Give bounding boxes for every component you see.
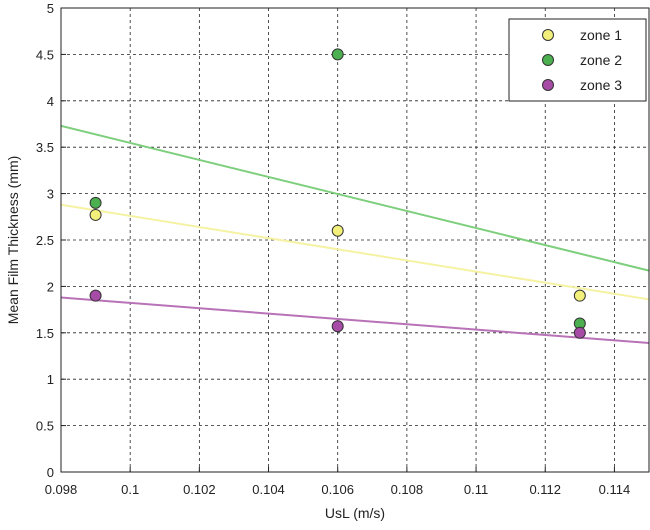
y-tick-label: 0.5: [36, 419, 54, 434]
y-axis-label: Mean Film Thickness (mm): [5, 156, 21, 325]
y-tick-label: 3.5: [36, 140, 54, 155]
legend-marker: [542, 79, 554, 91]
y-tick-label: 2.5: [36, 233, 54, 248]
data-point-zone-2: [89, 196, 102, 209]
legend-marker: [542, 29, 554, 41]
data-points: [89, 48, 586, 339]
data-point-zone-2: [331, 48, 344, 61]
y-tick-label: 4: [47, 94, 54, 109]
legend-box: [508, 18, 647, 102]
data-point-zone-1: [89, 208, 102, 221]
x-tick-label: 0.112: [529, 482, 561, 497]
x-tick-label: 0.098: [45, 482, 78, 497]
legend-marker: [542, 54, 554, 66]
x-tick-label: 0.104: [252, 482, 285, 497]
legend-label: zone 1: [580, 27, 622, 43]
x-tick-label: 0.106: [321, 482, 354, 497]
x-tick-label: 0.11: [464, 482, 488, 497]
y-tick-label: 2: [47, 279, 54, 294]
data-point-zone-3: [89, 289, 102, 302]
data-point-zone-1: [331, 224, 344, 237]
y-tick-label: 0: [47, 465, 54, 480]
trend-lines: [60, 124, 650, 345]
legend: zone 1 zone 2 zone 3: [508, 18, 647, 102]
x-tick-label: 0.114: [599, 482, 631, 497]
x-axis-label: UsL (m/s): [325, 505, 385, 521]
trend-line-zone-2: [60, 124, 650, 272]
y-tick-label: 1.5: [36, 326, 54, 341]
x-tick-label: 0.102: [183, 482, 216, 497]
legend-label: zone 3: [580, 77, 622, 93]
x-tick-label: 0.1: [121, 482, 139, 497]
y-tick-label: 4.5: [36, 47, 54, 62]
trend-line-zone-3: [60, 296, 650, 345]
y-tick-label: 3: [47, 187, 54, 202]
legend-label: zone 2: [580, 52, 622, 68]
tick-labels: 0.098 0.1 0.102 0.104 0.106 0.108 0.11 0.112 0.1…: [36, 1, 630, 497]
y-tick-label: 5: [47, 1, 54, 16]
data-point-zone-3: [331, 320, 344, 333]
data-point-zone-1: [573, 289, 586, 302]
data-point-zone-3: [573, 326, 586, 339]
y-tick-label: 1: [47, 372, 54, 387]
x-tick-label: 0.108: [391, 482, 424, 497]
trend-line-zone-1: [60, 203, 650, 301]
